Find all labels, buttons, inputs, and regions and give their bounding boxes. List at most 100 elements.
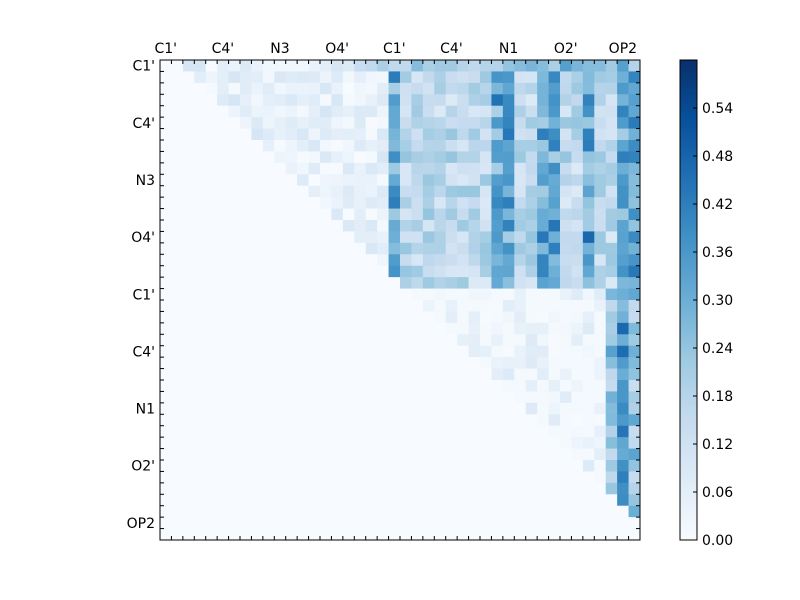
heatmap-cell bbox=[308, 437, 321, 449]
heatmap-cell bbox=[331, 460, 344, 472]
heatmap-cell bbox=[205, 482, 218, 495]
heatmap-cell bbox=[320, 368, 332, 381]
heatmap-cell bbox=[525, 414, 538, 427]
heatmap-cell bbox=[331, 117, 344, 129]
heatmap-cell bbox=[228, 380, 241, 392]
heatmap-cell bbox=[537, 162, 549, 175]
heatmap-cell bbox=[434, 151, 447, 164]
heatmap-cell bbox=[617, 288, 629, 301]
heatmap-cell bbox=[617, 380, 629, 392]
heatmap-cell bbox=[217, 528, 229, 541]
heatmap-cell bbox=[537, 185, 549, 198]
heatmap-cell bbox=[594, 494, 607, 507]
heatmap-cell bbox=[411, 60, 424, 72]
heatmap-cell bbox=[560, 471, 572, 484]
heatmap-cell bbox=[262, 334, 275, 347]
heatmap-cell bbox=[354, 391, 367, 404]
heatmap-cell bbox=[217, 414, 229, 427]
heatmap-cell bbox=[434, 494, 447, 507]
heatmap-cell bbox=[285, 60, 298, 72]
heatmap-cell bbox=[217, 162, 229, 175]
heatmap-cell bbox=[582, 162, 595, 175]
heatmap-cell bbox=[377, 82, 389, 95]
heatmap-cell bbox=[388, 402, 401, 415]
heatmap-cell bbox=[491, 517, 504, 529]
heatmap-cell bbox=[560, 402, 572, 415]
heatmap-cell bbox=[354, 311, 367, 324]
heatmap-cell bbox=[388, 357, 401, 369]
heatmap-cell bbox=[262, 368, 275, 381]
heatmap-cell bbox=[560, 334, 572, 347]
heatmap-cell bbox=[228, 265, 241, 278]
heatmap-cell bbox=[514, 128, 527, 141]
heatmap-cell bbox=[434, 380, 447, 392]
heatmap-cell bbox=[434, 197, 447, 209]
heatmap-cell bbox=[217, 82, 229, 95]
heatmap-cell bbox=[617, 322, 629, 335]
heatmap-cell bbox=[228, 117, 241, 129]
heatmap-cell bbox=[354, 140, 367, 152]
heatmap-cell bbox=[537, 174, 549, 187]
heatmap-cell bbox=[320, 105, 332, 118]
heatmap-cell bbox=[457, 140, 469, 152]
heatmap-cell bbox=[457, 71, 469, 84]
heatmap-cell bbox=[262, 265, 275, 278]
colorbar-tick-label: 0.24 bbox=[702, 341, 733, 357]
heatmap-cell bbox=[274, 334, 287, 347]
heatmap-cell bbox=[594, 174, 607, 187]
heatmap-cell bbox=[617, 208, 629, 221]
heatmap-cell bbox=[331, 391, 344, 404]
heatmap-cell bbox=[628, 197, 641, 209]
heatmap-cell bbox=[331, 528, 344, 541]
heatmap-cell bbox=[297, 231, 309, 244]
heatmap-cell bbox=[285, 254, 298, 267]
heatmap-cell bbox=[160, 71, 172, 84]
heatmap-cell bbox=[571, 300, 584, 312]
heatmap-cell bbox=[525, 345, 538, 358]
heatmap-cell bbox=[422, 128, 435, 141]
heatmap-cell bbox=[205, 402, 218, 415]
heatmap-cell bbox=[274, 128, 287, 141]
heatmap-cell bbox=[285, 380, 298, 392]
heatmap-cell bbox=[205, 242, 218, 255]
heatmap-cell bbox=[182, 425, 195, 438]
heatmap-cell bbox=[445, 220, 458, 232]
heatmap-cell bbox=[468, 345, 481, 358]
heatmap-cell bbox=[262, 254, 275, 267]
heatmap-cell bbox=[365, 265, 378, 278]
heatmap-cell bbox=[194, 517, 207, 529]
heatmap-cell bbox=[468, 197, 481, 209]
heatmap-cell bbox=[491, 197, 504, 209]
heatmap-cell bbox=[194, 505, 207, 518]
heatmap-cell bbox=[571, 71, 584, 84]
heatmap-cell bbox=[331, 254, 344, 267]
heatmap-cell bbox=[262, 288, 275, 301]
heatmap-cell bbox=[251, 231, 264, 244]
heatmap-cell bbox=[480, 437, 492, 449]
heatmap-cell bbox=[514, 300, 527, 312]
heatmap-cell bbox=[320, 528, 332, 541]
heatmap-cell bbox=[605, 105, 618, 118]
heatmap-cell bbox=[377, 231, 389, 244]
heatmap-cell bbox=[548, 482, 561, 495]
heatmap-cell bbox=[274, 174, 287, 187]
heatmap-cell bbox=[160, 105, 172, 118]
heatmap-cell bbox=[262, 300, 275, 312]
heatmap-cell bbox=[434, 482, 447, 495]
heatmap-cell bbox=[548, 425, 561, 438]
heatmap-cell bbox=[560, 174, 572, 187]
heatmap-cell bbox=[491, 402, 504, 415]
heatmap-cell bbox=[457, 357, 469, 369]
heatmap-cell bbox=[571, 380, 584, 392]
heatmap-cell bbox=[171, 288, 184, 301]
heatmap-cell bbox=[217, 517, 229, 529]
heatmap-cell bbox=[628, 265, 641, 278]
heatmap-cell bbox=[342, 220, 355, 232]
heatmap-cell bbox=[594, 300, 607, 312]
heatmap-cell bbox=[194, 334, 207, 347]
heatmap-cell bbox=[491, 471, 504, 484]
heatmap-cell bbox=[365, 460, 378, 472]
heatmap-cell bbox=[502, 300, 515, 312]
heatmap-cell bbox=[525, 140, 538, 152]
heatmap-cell bbox=[480, 288, 492, 301]
